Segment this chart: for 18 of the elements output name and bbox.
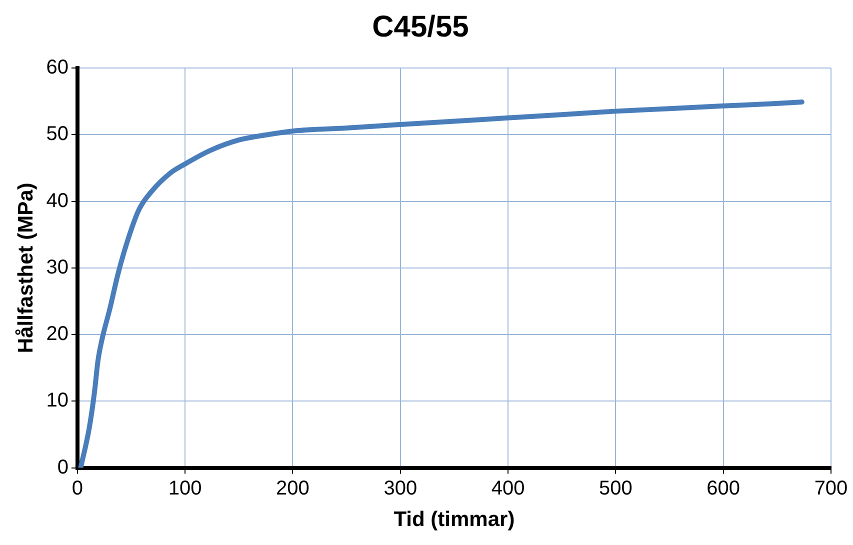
x-tick-label: 300 (384, 477, 418, 500)
x-tick-label: 0 (72, 477, 84, 500)
x-tick-label: 500 (599, 477, 632, 500)
y-tick-label: 30 (46, 256, 68, 278)
x-tick-label: 600 (706, 477, 740, 500)
y-tick-label: 60 (46, 56, 68, 79)
y-tick-label: 40 (46, 190, 68, 212)
chart-title: C45/55 (372, 10, 469, 44)
y-tick-label: 50 (46, 123, 68, 146)
y-axis-title: Hållfasthet (MPa) (14, 182, 38, 354)
y-tick-label: 20 (46, 323, 68, 346)
x-tick-label: 100 (168, 477, 202, 500)
x-axis-title: Tid (timmar) (394, 508, 515, 532)
x-tick-label: 700 (814, 477, 848, 500)
y-tick-label: 10 (46, 390, 68, 412)
y-tick-label: 0 (57, 456, 68, 478)
x-tick-label: 400 (491, 477, 525, 500)
x-tick-label: 200 (276, 477, 310, 500)
